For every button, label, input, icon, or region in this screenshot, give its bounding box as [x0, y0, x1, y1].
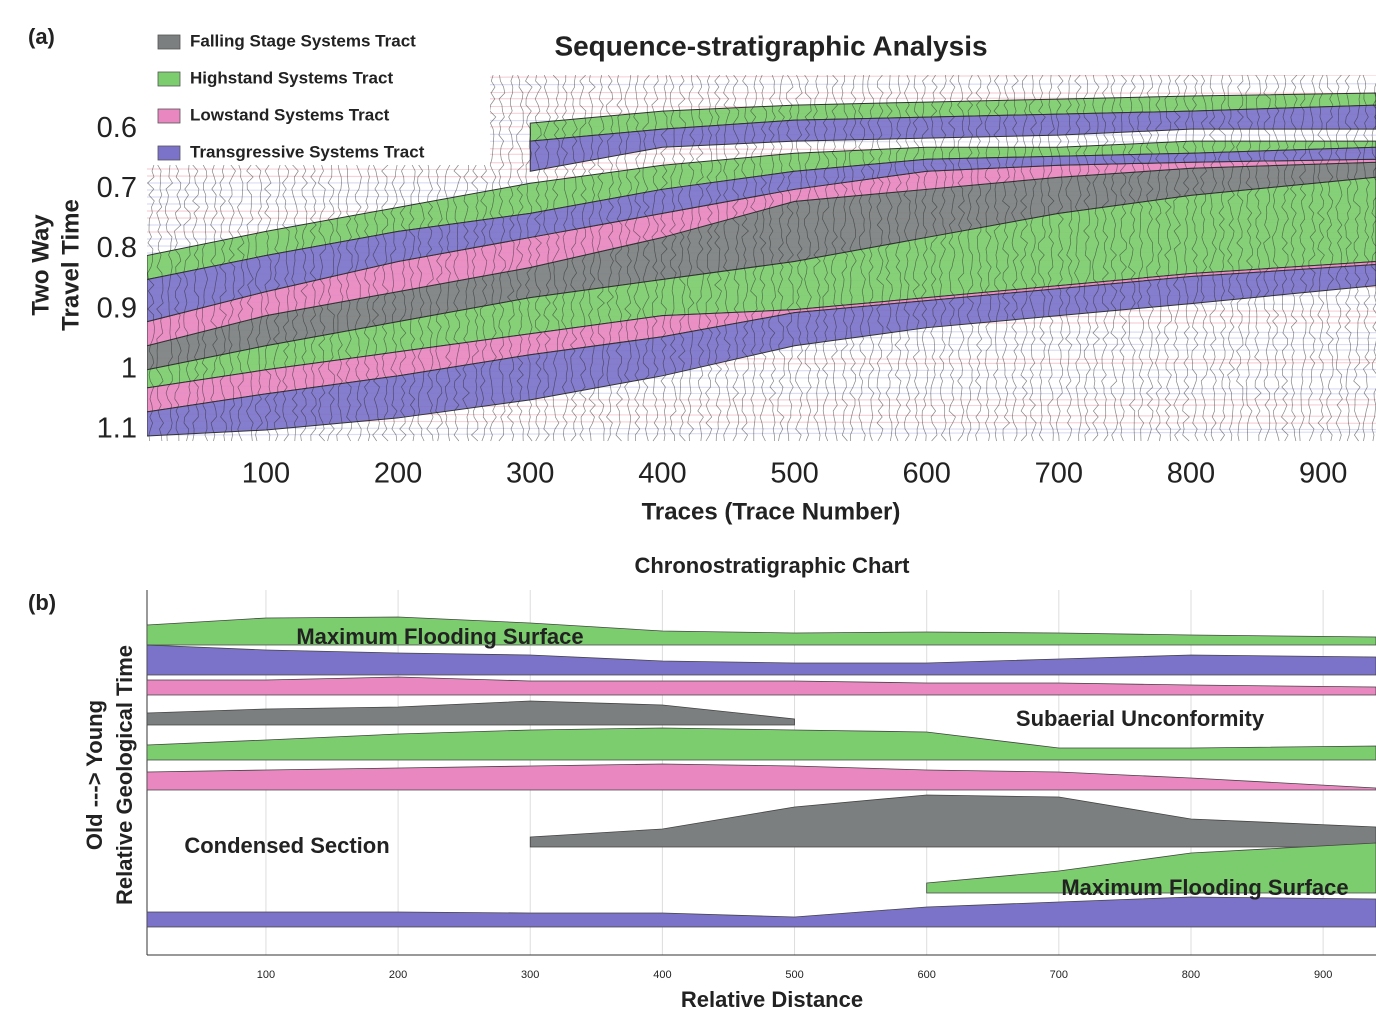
x-tick-label: 600: [918, 969, 936, 981]
y-tick-label: 0.8: [97, 232, 137, 264]
y-axis-label: Old ---> Young: [82, 700, 107, 850]
annotation: Subaerial Unconformity: [1016, 706, 1265, 731]
x-tick-label: 300: [521, 969, 539, 981]
panel-label: (a): [28, 24, 55, 49]
legend-label: Lowstand Systems Tract: [190, 105, 390, 124]
y-tick-label: 1.1: [97, 413, 137, 445]
annotation: Maximum Flooding Surface: [1061, 875, 1348, 900]
x-tick-label: 100: [257, 969, 275, 981]
x-tick-label: 800: [1182, 969, 1200, 981]
legend-label: Highstand Systems Tract: [190, 68, 393, 87]
y-tick-label: 1: [121, 352, 137, 384]
x-tick-label: 200: [389, 969, 407, 981]
annotation: Maximum Flooding Surface: [296, 624, 583, 649]
y-tick-label: 0.7: [97, 172, 137, 204]
x-axis-label: Relative Distance: [681, 987, 863, 1012]
legend-swatch: [158, 146, 180, 160]
x-tick-label: 100: [242, 458, 290, 490]
chart-title: Chronostratigraphic Chart: [634, 553, 910, 578]
y-axis-label: Two Way: [27, 214, 54, 316]
x-tick-label: 700: [1050, 969, 1068, 981]
x-tick-label: 300: [506, 458, 554, 490]
time-ridge: [147, 897, 1376, 927]
time-ridge: [147, 764, 1376, 790]
x-tick-label: 500: [770, 458, 818, 490]
x-tick-label: 700: [1035, 458, 1083, 490]
x-tick-label: 500: [785, 969, 803, 981]
x-tick-label: 900: [1299, 458, 1347, 490]
time-ridge: [147, 701, 795, 725]
x-tick-label: 900: [1314, 969, 1332, 981]
figure: (a) Sequence-stratigraphic Analysis Trac…: [0, 0, 1376, 1013]
legend-swatch: [158, 35, 180, 49]
seismic-reflector: [147, 92, 1376, 93]
chart-title: Sequence-stratigraphic Analysis: [554, 30, 987, 61]
x-axis-label: Traces (Trace Number): [642, 498, 901, 525]
time-ridge: [147, 677, 1376, 695]
x-tick-label: 400: [653, 969, 671, 981]
legend-label: Transgressive Systems Tract: [190, 142, 425, 161]
x-tick-label: 400: [638, 458, 686, 490]
time-ridge: [147, 645, 1376, 675]
panel-label: (b): [28, 590, 56, 615]
time-ridge: [530, 795, 1376, 847]
legend-swatch: [158, 109, 180, 123]
legend-swatch: [158, 72, 180, 86]
legend-label: Falling Stage Systems Tract: [190, 31, 416, 50]
y-tick-label: 0.9: [97, 292, 137, 324]
time-ridge: [147, 728, 1376, 760]
y-axis-label: Travel Time: [57, 199, 84, 331]
y-axis-label: Relative Geological Time: [112, 645, 137, 905]
seismic-reflector: [147, 428, 1376, 430]
y-tick-label: 0.6: [97, 112, 137, 144]
x-tick-label: 600: [902, 458, 950, 490]
annotation: Condensed Section: [184, 833, 389, 858]
x-tick-label: 800: [1167, 458, 1215, 490]
x-tick-label: 200: [374, 458, 422, 490]
